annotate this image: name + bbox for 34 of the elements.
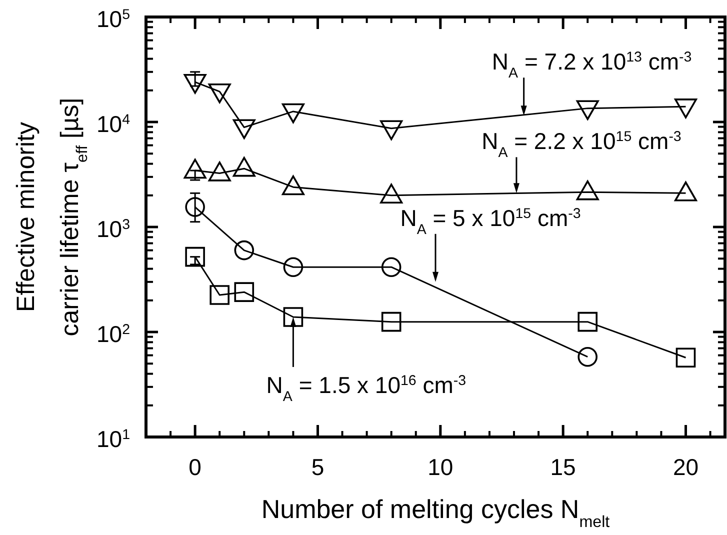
- y-tick-label: 10$^{5}$: [96, 6, 130, 32]
- point: [283, 307, 304, 327]
- point: [674, 98, 697, 118]
- point: [578, 312, 598, 332]
- x-tick-label: 10: [428, 454, 454, 480]
- annotation: N$_{A}$ = 7.2 x 10$^{13}$ cm$^{-3}$: [492, 48, 692, 82]
- y-tick-label: 10$^{2}$: [96, 321, 130, 347]
- point: [185, 246, 205, 267]
- point: [578, 346, 598, 367]
- point: [282, 103, 304, 124]
- y-tick-label: 10$^{3}$: [96, 216, 130, 242]
- point: [576, 100, 599, 120]
- point: [676, 348, 696, 368]
- annotation: N$_{A}$ = 2.2 x 10$^{15}$ cm$^{-3}$: [482, 128, 682, 162]
- point: [234, 240, 254, 260]
- point: [185, 197, 205, 217]
- point: [381, 312, 402, 332]
- x-tick-label: 0: [188, 454, 202, 480]
- point: [208, 83, 231, 104]
- annotation: N$_{A}$ = 5 x 10$^{15}$ cm$^{-3}$: [400, 204, 581, 238]
- point: [283, 257, 304, 277]
- x-tick-label: 15: [550, 454, 576, 480]
- point: [184, 74, 206, 94]
- point: [234, 282, 254, 302]
- x-tick-label: 20: [672, 454, 699, 480]
- point: [381, 257, 402, 277]
- annotation: N$_{A}$ = 1.5 x 10$^{16}$ cm$^{-3}$: [266, 372, 466, 405]
- x-tick-label: 5: [311, 454, 324, 480]
- point: [232, 119, 256, 140]
- x-axis-title: Number of melting cycles N$_{melt}$: [261, 494, 610, 531]
- y-tick-label: 10$^{4}$: [96, 111, 130, 137]
- point: [210, 285, 230, 305]
- y-tick-label: 10$^{1}$: [96, 426, 130, 452]
- point: [380, 120, 403, 140]
